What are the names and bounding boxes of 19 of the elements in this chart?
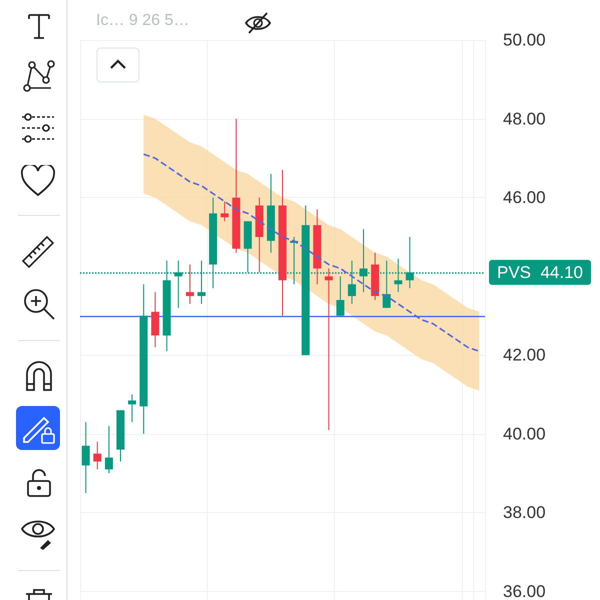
ref-line-label: PVS 44.10 xyxy=(497,262,584,282)
y-tick-label: 40.00 xyxy=(503,424,546,444)
line-series xyxy=(142,153,480,352)
y-tick-label: 46.00 xyxy=(503,188,546,208)
y-tick-label: 38.00 xyxy=(503,503,546,522)
y-tick-label: 36.00 xyxy=(503,582,546,600)
y-tick-label: 50.00 xyxy=(503,30,546,50)
y-tick-label: 42.00 xyxy=(503,346,546,365)
candlestick xyxy=(151,292,160,348)
candlestick xyxy=(128,394,136,423)
candlestick xyxy=(82,422,90,494)
candlestick xyxy=(336,276,344,316)
y-tick-label: 48.00 xyxy=(503,109,546,128)
candlestick xyxy=(93,441,102,470)
candlestick xyxy=(104,426,113,474)
candlestick xyxy=(220,201,229,222)
candlestick xyxy=(186,264,194,304)
text: Ic… 9 26 5… xyxy=(96,12,190,30)
candlestick xyxy=(324,268,333,430)
